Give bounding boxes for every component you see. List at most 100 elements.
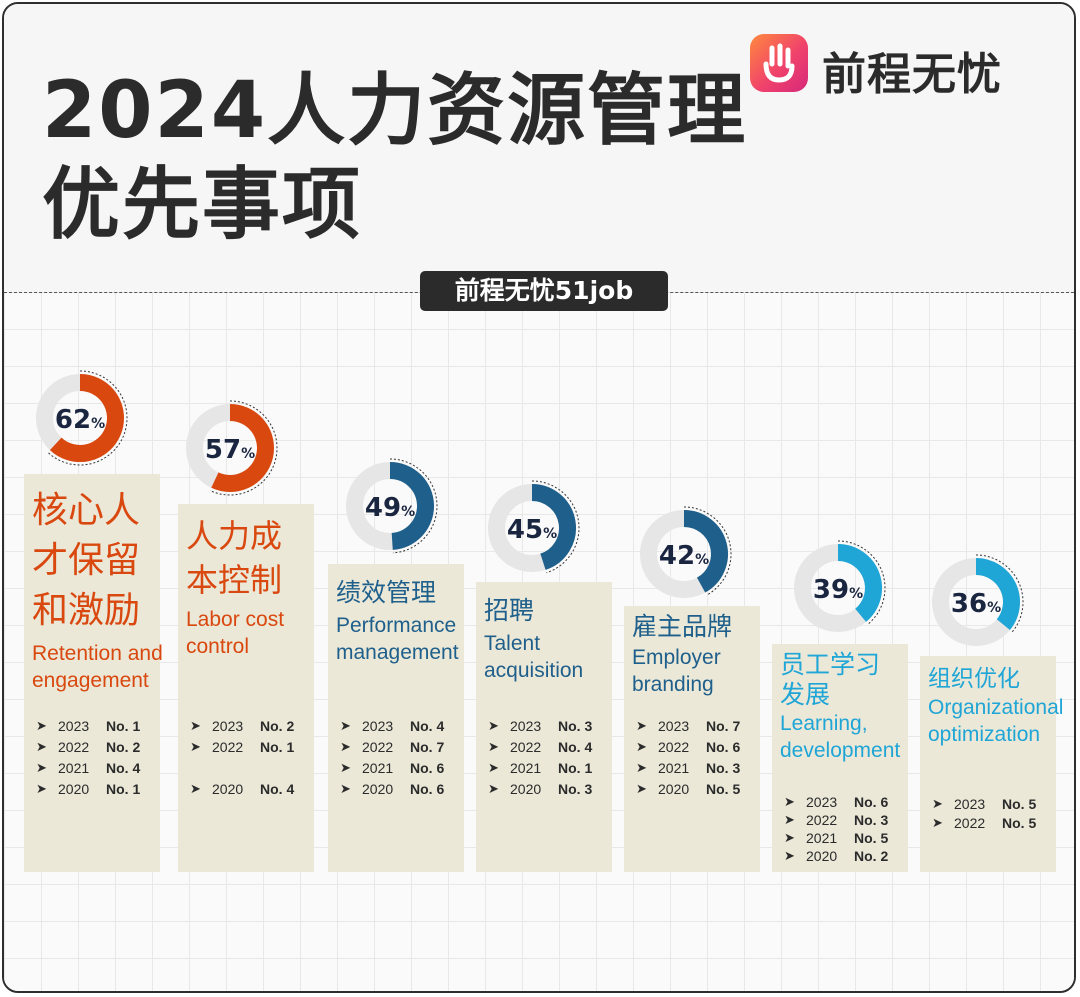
priority-card: 绩效管理 Performance management ➤ 2023 No. 4 ➤ 2022… xyxy=(328,564,464,872)
rank-value: No. 5 xyxy=(854,830,889,846)
card-title-en: development xyxy=(780,739,901,762)
card-title-en: Organizational xyxy=(928,696,1064,719)
card-title-en: Learning, xyxy=(780,712,868,735)
card-title-cn: 员工学习 xyxy=(780,650,881,679)
card-title-cn: 本控制 xyxy=(186,561,283,599)
rank-value: No. 1 xyxy=(106,718,141,734)
rank-value: No. 4 xyxy=(558,739,593,755)
card-title-en: acquisition xyxy=(484,659,584,682)
rank-value: No. 1 xyxy=(260,739,295,755)
card-title-en: branding xyxy=(632,673,714,696)
rank-year: 2021 xyxy=(510,760,542,776)
rank-year: 2022 xyxy=(658,739,690,755)
card-title-cn: 发展 xyxy=(780,680,831,709)
rank-year: 2020 xyxy=(362,781,394,797)
rank-value: No. 2 xyxy=(854,848,889,864)
card-title-cn: 和激励 xyxy=(32,590,141,631)
priority-card: 人力成 本控制 Labor cost control ➤ 2023 No. 2 ➤ 2022 No… xyxy=(178,504,314,872)
rank-value: No. 3 xyxy=(854,812,889,828)
rank-year: 2020 xyxy=(212,781,244,797)
rank-year: 2023 xyxy=(954,796,986,812)
card-title-en: optimization xyxy=(928,723,1041,746)
rank-value: No. 2 xyxy=(106,739,141,755)
arrow-bullet-icon: ➤ xyxy=(784,830,795,845)
card-title-en: Talent xyxy=(484,632,541,655)
rank-year: 2022 xyxy=(510,739,542,755)
card-title-en: management xyxy=(336,641,459,664)
rank-year: 2023 xyxy=(806,794,838,810)
rank-value: No. 6 xyxy=(410,760,445,776)
card-title-cn: 核心人 xyxy=(32,490,141,531)
card-title-en: Retention and xyxy=(32,642,163,665)
priority-card: 招聘 Talent acquisition ➤ 2023 No. 3 ➤ 2022 No. 4 ➤… xyxy=(476,582,612,872)
arrow-bullet-icon: ➤ xyxy=(340,781,351,796)
rank-value: No. 3 xyxy=(558,718,593,734)
rank-year: 2022 xyxy=(954,815,986,831)
arrow-bullet-icon: ➤ xyxy=(932,815,943,830)
rank-value: No. 5 xyxy=(706,781,741,797)
arrow-bullet-icon: ➤ xyxy=(636,718,647,733)
rank-value: No. 5 xyxy=(1002,796,1037,812)
arrow-bullet-icon: ➤ xyxy=(190,781,201,796)
card-title-en: Performance xyxy=(336,614,457,637)
hand-logo-glyph xyxy=(763,43,795,83)
arrow-bullet-icon: ➤ xyxy=(784,794,795,809)
rank-value: No. 5 xyxy=(1002,815,1037,831)
card-title-en: Labor cost xyxy=(186,608,285,631)
card-title-cn: 绩效管理 xyxy=(336,578,437,607)
rank-value: No. 2 xyxy=(260,718,295,734)
rank-year: 2021 xyxy=(658,760,690,776)
arrow-bullet-icon: ➤ xyxy=(636,739,647,754)
card-title-cn: 组织优化 xyxy=(928,666,1020,692)
rank-year: 2020 xyxy=(658,781,690,797)
hand-logo-icon xyxy=(750,34,808,92)
rank-value: No. 6 xyxy=(706,739,741,755)
arrow-bullet-icon: ➤ xyxy=(636,760,647,775)
arrow-bullet-icon: ➤ xyxy=(36,760,47,775)
rank-year: 2023 xyxy=(58,718,90,734)
arrow-bullet-icon: ➤ xyxy=(36,718,47,733)
card-title-cn: 招聘 xyxy=(484,596,535,625)
rank-year: 2022 xyxy=(58,739,90,755)
arrow-bullet-icon: ➤ xyxy=(340,739,351,754)
arrow-bullet-icon: ➤ xyxy=(932,796,943,811)
rank-year: 2020 xyxy=(806,848,838,864)
arrow-bullet-icon: ➤ xyxy=(36,739,47,754)
arrow-bullet-icon: ➤ xyxy=(36,781,47,796)
card-title-en: engagement xyxy=(32,669,149,692)
arrow-bullet-icon: ➤ xyxy=(340,718,351,733)
rank-year: 2022 xyxy=(806,812,838,828)
rank-value: No. 3 xyxy=(706,760,741,776)
page-title-line-1: 2024人力资源管理 xyxy=(42,66,748,156)
priority-card: 雇主品牌 Employer branding ➤ 2023 No. 7 ➤ 2022 No. 6… xyxy=(624,606,760,872)
rank-year: 2022 xyxy=(212,739,244,755)
rank-value: No. 4 xyxy=(106,760,141,776)
arrow-bullet-icon: ➤ xyxy=(488,739,499,754)
arrow-bullet-icon: ➤ xyxy=(488,781,499,796)
card-title-en: control xyxy=(186,635,250,658)
rank-value: No. 6 xyxy=(410,781,445,797)
header-background xyxy=(4,4,1074,292)
arrow-bullet-icon: ➤ xyxy=(784,848,795,863)
priority-card: 核心人才保留和激励 Retention and engagement ➤ 2023 No.… xyxy=(24,474,163,872)
rank-year: 2021 xyxy=(58,760,90,776)
rank-value: No. 7 xyxy=(410,739,445,755)
rank-year: 2023 xyxy=(212,718,244,734)
rank-value: No. 7 xyxy=(706,718,741,734)
card-title-cn: 才保留 xyxy=(32,540,141,581)
priority-card: 组织优化 Organizational optimization ➤ 2023 No. 5… xyxy=(920,656,1063,872)
page-title-line-2: 优先事项 xyxy=(42,160,363,250)
rank-year: 2023 xyxy=(362,718,394,734)
rank-value: No. 4 xyxy=(410,718,445,734)
arrow-bullet-icon: ➤ xyxy=(488,760,499,775)
arrow-bullet-icon: ➤ xyxy=(636,781,647,796)
rank-value: No. 3 xyxy=(558,781,593,797)
rank-value: No. 6 xyxy=(854,794,889,810)
arrow-bullet-icon: ➤ xyxy=(784,812,795,827)
brand-tag: 前程无忧51job xyxy=(420,271,668,311)
rank-year: 2021 xyxy=(806,830,838,846)
rank-value: No. 1 xyxy=(106,781,141,797)
rank-year: 2022 xyxy=(362,739,394,755)
rank-year: 2020 xyxy=(510,781,542,797)
